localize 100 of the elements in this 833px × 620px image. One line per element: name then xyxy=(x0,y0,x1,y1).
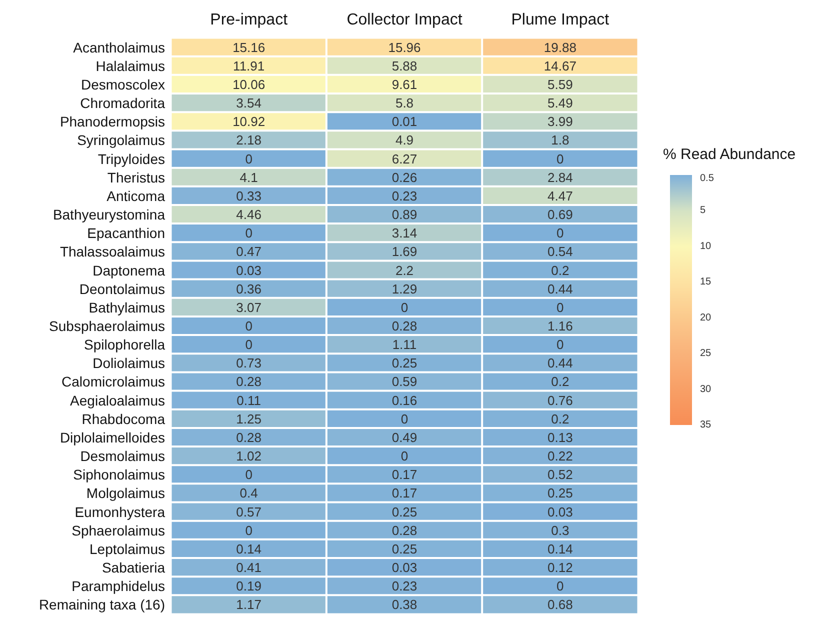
data-label: 0.03 xyxy=(236,262,262,278)
y-tick-label: Bathylaimus xyxy=(88,299,165,316)
data-label: 1.69 xyxy=(392,244,418,260)
y-tick-label: Calomicrolaimus xyxy=(62,374,165,390)
data-label: 0 xyxy=(245,151,252,166)
data-label: 0.68 xyxy=(548,597,573,612)
data-label: 5.59 xyxy=(548,76,573,92)
data-label: 0.57 xyxy=(236,504,262,520)
y-tick-label: Anticoma xyxy=(106,188,166,204)
data-label: 0 xyxy=(245,467,252,482)
data-label: 3.07 xyxy=(236,300,262,315)
color-bar-label: 25 xyxy=(700,348,712,360)
data-label: 3.14 xyxy=(392,226,418,241)
data-label: 0.2 xyxy=(551,262,570,278)
data-label: 0.23 xyxy=(392,578,418,594)
data-label: 0.19 xyxy=(236,578,262,594)
data-label: 0 xyxy=(400,448,408,464)
data-label: 0 xyxy=(556,151,564,166)
data-label: 0.03 xyxy=(548,504,573,520)
y-tick-label: Syringolaimus xyxy=(77,132,165,148)
y-tick-label: Leptolaimus xyxy=(90,540,165,557)
data-label: 1.02 xyxy=(236,448,262,464)
data-label: 0 xyxy=(556,300,564,315)
data-label: 0 xyxy=(245,318,252,334)
data-label: 0.33 xyxy=(236,188,262,204)
y-tick-label: Sabatieria xyxy=(102,560,166,576)
data-label: 0.25 xyxy=(392,356,418,371)
data-label: 1.16 xyxy=(548,318,573,334)
data-label: 0 xyxy=(245,226,252,241)
data-label: 15.96 xyxy=(388,40,421,55)
data-label: 0.28 xyxy=(392,522,418,538)
data-label: 15.16 xyxy=(232,40,266,55)
color-bar-label: 30 xyxy=(700,384,712,395)
y-tick-label: Subsphaerolaimus xyxy=(49,318,165,334)
data-label: 0 xyxy=(400,411,408,426)
y-tick-label: Remaining taxa (16) xyxy=(38,596,165,613)
data-label: 1.29 xyxy=(392,281,418,296)
y-tick-label: Sphaerolaimus xyxy=(72,522,165,538)
data-label: 2.18 xyxy=(236,132,262,148)
data-label: 1.25 xyxy=(236,411,262,426)
data-label: 0.59 xyxy=(392,374,418,390)
data-label: 10.92 xyxy=(232,114,266,130)
color-bar-label: 20 xyxy=(700,312,712,324)
data-label: 0.14 xyxy=(236,541,262,556)
y-tick-label: Acantholaimus xyxy=(73,39,165,56)
data-label: 1.17 xyxy=(236,597,262,612)
y-tick-label: Paramphidelus xyxy=(72,578,165,594)
y-tick-label: Chromadorita xyxy=(80,95,166,112)
data-label: 3.54 xyxy=(236,96,262,111)
data-label: 0.11 xyxy=(236,392,262,408)
y-tick-label: Halalaimus xyxy=(96,58,165,74)
y-tick-label: Theristus xyxy=(107,169,165,186)
y-tick-label: Thalassoalaimus xyxy=(60,244,165,260)
data-label: 0.17 xyxy=(392,467,418,482)
data-label: 0.54 xyxy=(548,244,573,260)
color-bar-label: 35 xyxy=(700,420,712,430)
data-label: 5.49 xyxy=(548,96,573,111)
data-label: 10.06 xyxy=(232,76,266,92)
color-bar-label: 0.5 xyxy=(700,173,714,184)
y-tick-label: Tripyloides xyxy=(98,150,165,167)
data-label: 0.38 xyxy=(392,597,418,612)
data-label: 0.44 xyxy=(548,356,573,371)
data-label: 0.25 xyxy=(548,486,573,501)
data-label: 0.12 xyxy=(548,560,573,576)
data-label: 0 xyxy=(556,337,564,352)
data-label: 0.25 xyxy=(392,504,418,520)
y-tick-label: Epacanthion xyxy=(87,225,165,242)
y-tick-label: Doliolaimus xyxy=(92,355,165,372)
data-label: 4.1 xyxy=(240,170,258,185)
data-label: 0.73 xyxy=(236,356,262,371)
data-label: 2.84 xyxy=(548,170,573,185)
y-tick-label: Daptonema xyxy=(92,262,166,278)
data-label: 0.22 xyxy=(548,448,573,464)
y-tick-label: Siphonolaimus xyxy=(73,466,165,483)
data-label: 0.2 xyxy=(551,374,570,390)
data-label: 0.69 xyxy=(548,207,573,222)
y-tick-label: Eumonhystera xyxy=(74,504,166,520)
x-tick-label: Pre-impact xyxy=(210,12,288,28)
data-label: 0.26 xyxy=(392,170,418,185)
data-label: 0.03 xyxy=(392,560,418,576)
data-label: 0 xyxy=(245,522,252,538)
data-label: 0 xyxy=(556,578,564,594)
data-label: 6.27 xyxy=(392,151,418,166)
data-label: 0.52 xyxy=(548,467,573,482)
y-tick-label: Desmolaimus xyxy=(80,448,165,464)
x-tick-label: Collector Impact xyxy=(346,12,463,28)
data-label: 0.25 xyxy=(392,541,418,556)
data-label: 0.47 xyxy=(236,244,262,260)
data-label: 4.9 xyxy=(395,132,414,148)
y-tick-label: Desmoscolex xyxy=(80,76,165,92)
data-label: 5.88 xyxy=(392,58,418,74)
y-tick-label: Diplolaimelloides xyxy=(60,429,165,446)
data-label: 0 xyxy=(245,337,252,352)
data-label: 2.2 xyxy=(395,262,414,278)
data-label: 3.99 xyxy=(548,114,573,130)
data-label: 0.4 xyxy=(240,486,258,501)
data-label: 0.44 xyxy=(548,281,573,296)
color-bar-label: 15 xyxy=(700,276,712,288)
data-label: 0.17 xyxy=(392,486,418,501)
data-label: 0.23 xyxy=(392,188,418,204)
